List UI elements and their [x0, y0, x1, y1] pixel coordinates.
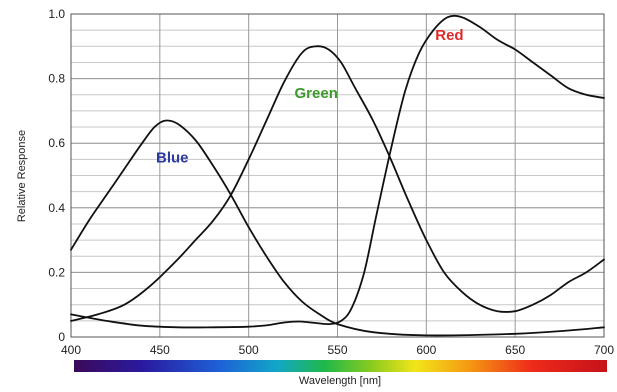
series-group: Blue Green Red	[70, 14, 605, 337]
x-tick-label: 650	[505, 343, 525, 357]
x-tick-label: 550	[327, 343, 347, 357]
y-tick-labels: 0 0.2 0.4 0.6 0.8 1.0	[48, 7, 65, 344]
x-tick-label: 600	[416, 343, 436, 357]
x-tick-label: 400	[61, 343, 81, 357]
x-tick-label: 450	[150, 343, 170, 357]
y-tick-label: 0.6	[48, 136, 65, 150]
y-tick-label: 0.2	[48, 265, 65, 279]
y-tick-label: 1.0	[48, 7, 65, 21]
series-line-blue	[70, 119, 605, 337]
x-tick-label: 700	[594, 343, 614, 357]
x-tick-labels: 400 450 500 550 600 650 700	[61, 343, 614, 357]
y-axis-title: Relative Response	[16, 130, 28, 222]
series-label-green: Green	[295, 85, 338, 102]
x-tick-label: 500	[239, 343, 259, 357]
series-line-green	[70, 45, 605, 322]
series-label-red: Red	[435, 27, 463, 44]
plot-frame	[70, 13, 605, 338]
y-tick-label: 0.8	[48, 72, 65, 86]
x-axis-title: Wavelength [nm]	[299, 375, 381, 387]
series-label-blue: Blue	[156, 150, 189, 167]
series-line-red	[70, 14, 605, 329]
spectrum-bar	[74, 360, 607, 372]
y-tick-label: 0	[58, 330, 65, 344]
y-tick-label: 0.4	[48, 201, 65, 215]
